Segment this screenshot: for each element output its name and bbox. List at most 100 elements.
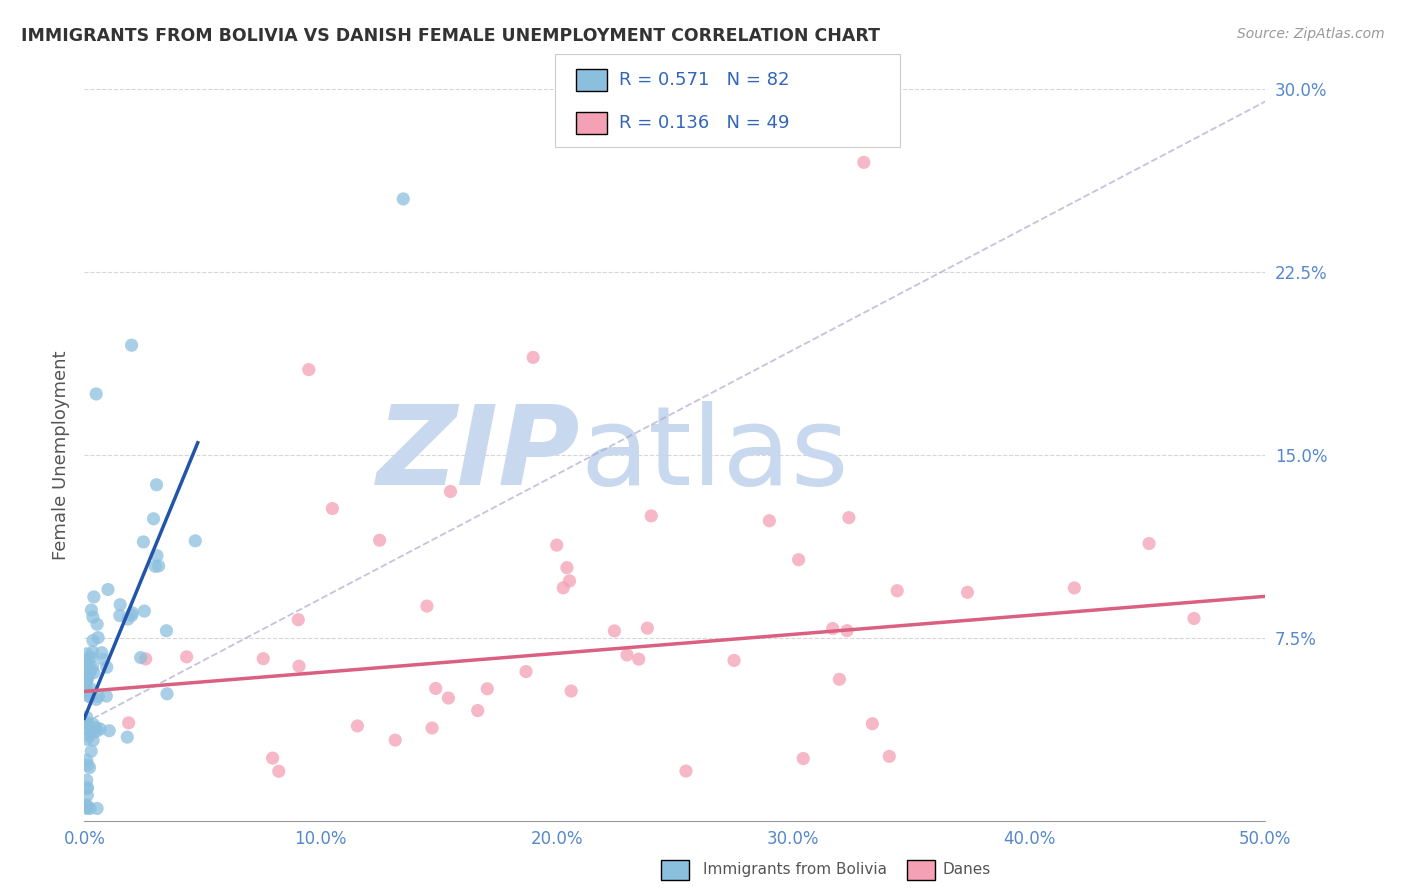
Point bbox=[82, 633, 104, 648]
Point bbox=[76, 801, 98, 815]
Point bbox=[82, 645, 104, 659]
Point bbox=[117, 715, 139, 730]
Point bbox=[117, 612, 139, 626]
Point bbox=[76, 797, 98, 812]
Text: Danes: Danes bbox=[942, 863, 990, 877]
Point bbox=[835, 624, 858, 638]
Point bbox=[135, 652, 157, 666]
Point bbox=[76, 799, 98, 814]
Point bbox=[83, 665, 105, 680]
Point bbox=[77, 722, 100, 736]
Point bbox=[288, 659, 311, 673]
Text: ZIP: ZIP bbox=[377, 401, 581, 508]
Point bbox=[76, 673, 98, 688]
Point bbox=[877, 749, 900, 764]
Point bbox=[416, 599, 439, 613]
Point bbox=[723, 653, 745, 667]
Text: R = 0.571   N = 82: R = 0.571 N = 82 bbox=[619, 70, 789, 89]
Point bbox=[76, 657, 98, 672]
Point bbox=[467, 704, 489, 718]
Point bbox=[82, 733, 104, 747]
Point bbox=[80, 603, 103, 617]
Point bbox=[79, 801, 101, 815]
Point bbox=[76, 780, 98, 795]
Text: IMMIGRANTS FROM BOLIVIA VS DANISH FEMALE UNEMPLOYMENT CORRELATION CHART: IMMIGRANTS FROM BOLIVIA VS DANISH FEMALE… bbox=[21, 27, 880, 45]
Point bbox=[86, 724, 108, 739]
Point bbox=[76, 788, 98, 802]
Point bbox=[134, 604, 156, 618]
Text: R = 0.136   N = 49: R = 0.136 N = 49 bbox=[619, 113, 789, 132]
Point bbox=[76, 647, 98, 661]
Point bbox=[828, 673, 851, 687]
Point bbox=[121, 338, 143, 352]
Point bbox=[90, 646, 112, 660]
Point bbox=[76, 661, 98, 675]
Point bbox=[1063, 581, 1085, 595]
Point bbox=[546, 538, 568, 552]
Point bbox=[132, 535, 155, 549]
Point bbox=[627, 652, 650, 666]
Point bbox=[758, 514, 780, 528]
Point bbox=[93, 652, 115, 666]
Point bbox=[439, 484, 461, 499]
Point bbox=[76, 654, 98, 668]
Point bbox=[79, 761, 101, 775]
Point bbox=[262, 751, 284, 765]
Point bbox=[1182, 611, 1205, 625]
Point bbox=[82, 725, 104, 739]
Point bbox=[76, 710, 98, 724]
Point bbox=[787, 552, 810, 566]
Point bbox=[76, 732, 98, 747]
Point bbox=[1137, 536, 1160, 550]
Point bbox=[76, 665, 98, 679]
Point bbox=[555, 560, 578, 574]
Point bbox=[821, 622, 844, 636]
Point bbox=[553, 581, 575, 595]
Point bbox=[82, 610, 104, 624]
Point bbox=[368, 533, 391, 548]
Text: Source: ZipAtlas.com: Source: ZipAtlas.com bbox=[1237, 27, 1385, 41]
Point bbox=[98, 723, 121, 738]
Point bbox=[437, 691, 460, 706]
Point bbox=[77, 686, 100, 700]
Point bbox=[82, 717, 104, 731]
Text: atlas: atlas bbox=[581, 401, 849, 508]
Point bbox=[96, 689, 118, 703]
Point bbox=[76, 681, 98, 696]
Point bbox=[143, 559, 166, 574]
Point bbox=[83, 590, 105, 604]
Point bbox=[79, 690, 101, 704]
Point bbox=[392, 192, 415, 206]
Point bbox=[84, 387, 107, 401]
Point bbox=[76, 666, 98, 681]
Point bbox=[80, 662, 103, 676]
Point bbox=[522, 351, 544, 365]
Point bbox=[558, 574, 581, 588]
Point bbox=[76, 721, 98, 735]
Point bbox=[616, 648, 638, 662]
Point bbox=[184, 533, 207, 548]
Point bbox=[121, 606, 143, 620]
Point bbox=[77, 717, 100, 731]
Point bbox=[145, 477, 167, 491]
Point bbox=[956, 585, 979, 599]
Point bbox=[603, 624, 626, 638]
Point bbox=[675, 764, 697, 778]
Point bbox=[636, 621, 658, 635]
Point bbox=[77, 689, 100, 703]
Point bbox=[76, 671, 98, 685]
Point bbox=[515, 665, 537, 679]
Point bbox=[852, 155, 875, 169]
Point bbox=[77, 651, 100, 665]
Point bbox=[384, 733, 406, 747]
Point bbox=[155, 624, 177, 638]
Point bbox=[76, 753, 98, 767]
Point bbox=[77, 729, 100, 743]
Point bbox=[886, 583, 908, 598]
Point bbox=[89, 722, 111, 736]
Point bbox=[80, 650, 103, 665]
Point bbox=[84, 721, 107, 735]
Point bbox=[477, 681, 499, 696]
Point bbox=[76, 781, 98, 796]
Point bbox=[96, 660, 118, 674]
